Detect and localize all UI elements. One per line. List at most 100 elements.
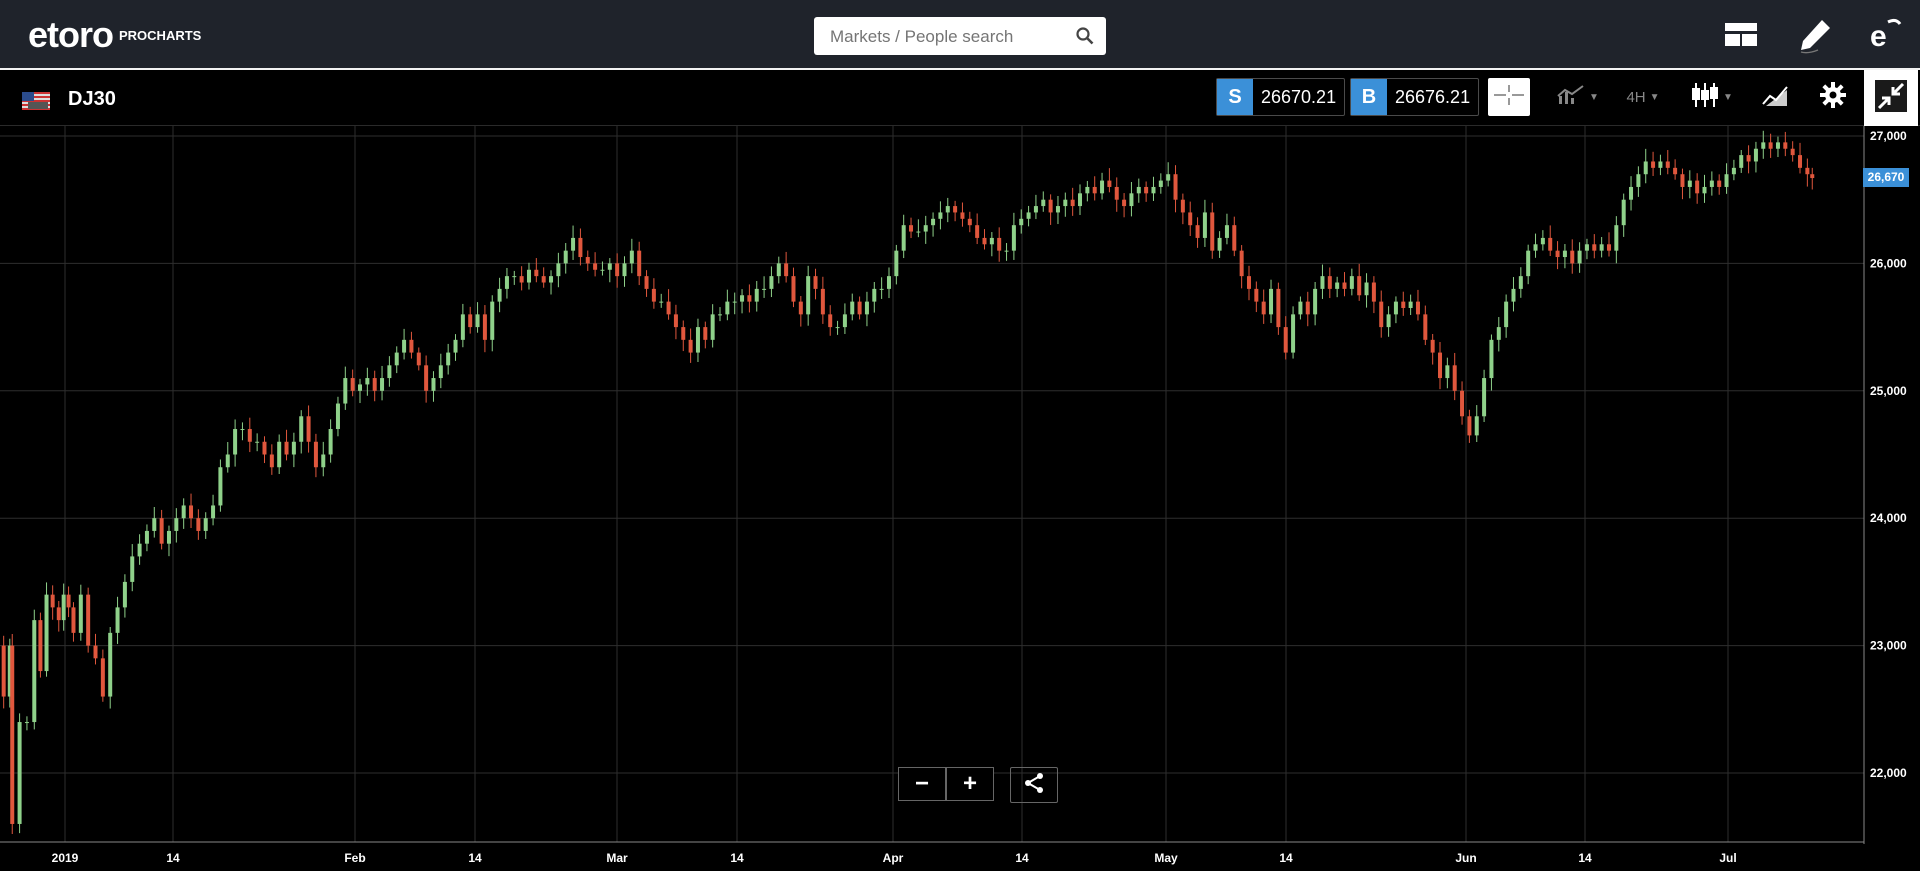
candle-body [1298,301,1303,315]
chevron-down-icon: ▼ [1723,91,1733,103]
candle-body [1408,301,1413,308]
candle-body [1107,180,1112,187]
etoro-profile-icon[interactable]: e [1866,16,1904,54]
candle-body [240,429,245,431]
candle-body [1731,167,1736,175]
indicators-button[interactable]: ▼ [1552,78,1604,116]
timeframe-selector[interactable]: 4H ▼ [1620,78,1666,116]
candle-body [1357,276,1362,296]
candle-body [519,276,524,283]
pencil-icon[interactable] [1796,16,1834,54]
candle-body [644,276,649,289]
candle-body [806,276,811,315]
candle-body [526,269,531,283]
candle-body [50,594,55,608]
candle-body [262,441,267,455]
candle-body [7,645,12,697]
candle-body [1033,206,1038,213]
candle-body [1511,288,1516,302]
candle-body [284,441,289,455]
candle-body [1445,365,1450,379]
candle-body [879,288,884,290]
layout-icon[interactable] [1722,16,1760,54]
candle-body [585,257,590,264]
candle-body [673,314,678,328]
candle-body [1584,244,1589,251]
candle-body [813,276,818,289]
chevron-down-icon: ▼ [1649,91,1660,103]
candle-body [1614,225,1619,251]
instrument-symbol[interactable]: DJ30 [68,88,116,110]
candle-body [982,237,987,245]
candle-body [159,518,164,544]
candle-body [666,301,671,315]
candle-body [1364,282,1369,296]
candle-body [1695,180,1700,194]
search-icon[interactable] [1076,27,1094,50]
top-bar: etoro PROCHARTS e [0,0,1920,70]
x-tick-label: Jul [1719,851,1736,865]
candle-body [1423,314,1428,340]
sell-price-box[interactable]: S 26670.21 [1216,78,1346,116]
drawing-tools-button[interactable] [1754,78,1796,116]
candle-body [1687,180,1692,187]
candle-body [1460,390,1465,417]
candle-body [1144,186,1149,194]
x-tick-label: 14 [468,851,482,865]
candle-body [1496,327,1501,340]
etoro-logo[interactable]: etoro PROCHARTS [28,14,201,56]
buy-price-box[interactable]: B 26676.21 [1350,78,1480,116]
price-chart[interactable]: 27,000 26,000 25,000 24,000 23,000 22,000 201… [0,126,1920,871]
candle-body [482,314,487,340]
candle-body [725,301,730,315]
buy-tag: B [1351,79,1387,115]
candle-body [1386,314,1391,328]
candle-body [769,276,774,289]
share-button[interactable] [1010,767,1058,803]
candle-body [1092,186,1097,194]
gear-icon [1819,81,1847,114]
candle-body [1078,193,1083,207]
zoom-in-button[interactable]: + [946,767,994,801]
candle-body [820,288,825,315]
search-box[interactable] [814,17,1106,57]
candle-body [1775,142,1780,149]
zoom-out-button[interactable]: − [898,767,946,801]
candle-body [1129,193,1134,207]
candle-body [1254,288,1259,302]
candle-body [1739,155,1744,168]
crosshair-button[interactable] [1488,78,1530,116]
candle-body [1452,365,1457,391]
candle-body [1665,161,1670,168]
candle-body [1489,339,1494,379]
candle-body [475,314,480,328]
candle-body [1555,250,1560,258]
buy-price: 26676.21 [1395,86,1471,107]
candle-body [490,301,495,340]
candle-body [549,276,554,283]
chart-type-button[interactable]: ▼ [1684,78,1740,116]
search-input[interactable] [828,17,1072,57]
candle-body [181,505,186,519]
timeframe-label: 4H [1626,88,1646,106]
candle-body [534,269,539,277]
candle-body [1401,301,1406,308]
candle-body [291,441,296,455]
candle-body [556,263,561,277]
collapse-button[interactable] [1864,70,1918,126]
x-tick-label: 14 [730,851,744,865]
candle-body [409,339,414,353]
candle-body [1636,174,1641,187]
candle-body [1371,282,1376,302]
candle-body [931,218,936,226]
candle-body [512,276,517,278]
candle-body [93,645,98,659]
candle-body [365,378,370,385]
y-tick-label: 26,000 [1870,256,1907,270]
candle-body [460,314,465,340]
candle-body [56,607,61,621]
candle-body [1166,174,1171,181]
share-icon [1023,772,1045,799]
settings-button[interactable] [1812,78,1854,116]
candle-body [10,645,15,824]
